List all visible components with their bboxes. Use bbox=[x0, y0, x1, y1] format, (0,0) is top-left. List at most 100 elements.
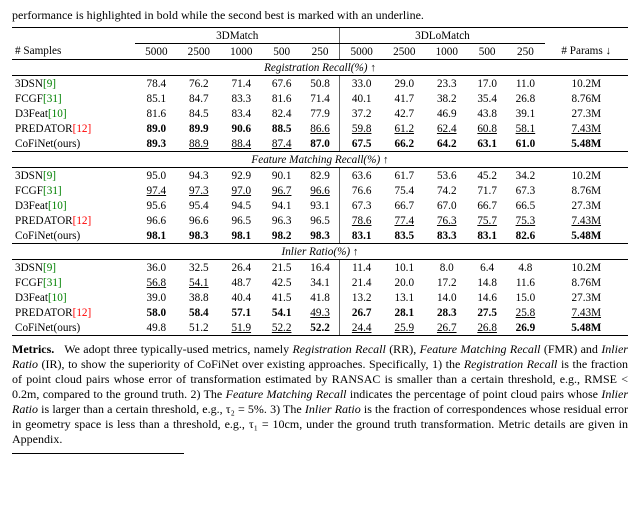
cell-value: 96.5 bbox=[301, 213, 340, 228]
cell-value: 32.5 bbox=[178, 260, 220, 276]
cell-params: 8.76M bbox=[545, 91, 628, 106]
cell-value: 26.7 bbox=[340, 305, 383, 320]
method-name: CoFiNet(ours) bbox=[12, 136, 135, 152]
cell-value: 67.3 bbox=[340, 198, 383, 213]
cell-value: 98.1 bbox=[135, 228, 177, 244]
cell-value: 39.1 bbox=[506, 106, 544, 121]
hdr-col: 250 bbox=[506, 44, 544, 60]
cell-value: 96.6 bbox=[178, 213, 220, 228]
method-name: PREDATOR[12] bbox=[12, 121, 135, 136]
cell-params: 10.2M bbox=[545, 168, 628, 184]
cell-value: 67.5 bbox=[340, 136, 383, 152]
cell-value: 39.0 bbox=[135, 290, 177, 305]
cell-value: 26.7 bbox=[426, 320, 468, 336]
cell-value: 61.7 bbox=[383, 168, 425, 184]
cell-value: 83.4 bbox=[220, 106, 262, 121]
hdr-samples: # Samples bbox=[12, 44, 135, 60]
hdr-col: 1000 bbox=[426, 44, 468, 60]
cell-value: 11.6 bbox=[506, 275, 544, 290]
cell-value: 66.5 bbox=[506, 198, 544, 213]
cell-value: 15.0 bbox=[506, 290, 544, 305]
cell-value: 57.1 bbox=[220, 305, 262, 320]
cell-value: 84.5 bbox=[178, 106, 220, 121]
cell-value: 94.1 bbox=[263, 198, 301, 213]
cell-value: 89.3 bbox=[135, 136, 177, 152]
cell-params: 7.43M bbox=[545, 121, 628, 136]
cell-value: 63.6 bbox=[340, 168, 383, 184]
cell-value: 23.3 bbox=[426, 76, 468, 92]
cell-value: 34.2 bbox=[506, 168, 544, 184]
hdr-col: 5000 bbox=[340, 44, 383, 60]
hdr-params: # Params ↓ bbox=[545, 44, 628, 60]
cell-value: 81.6 bbox=[135, 106, 177, 121]
cell-value: 78.6 bbox=[340, 213, 383, 228]
metrics-paragraph: Metrics. We adopt three typically-used m… bbox=[12, 342, 628, 447]
cell-value: 56.8 bbox=[135, 275, 177, 290]
cell-value: 97.0 bbox=[220, 183, 262, 198]
cell-value: 11.4 bbox=[340, 260, 383, 276]
method-name: CoFiNet(ours) bbox=[12, 228, 135, 244]
cell-value: 88.5 bbox=[263, 121, 301, 136]
cell-value: 14.6 bbox=[468, 290, 506, 305]
cell-value: 36.0 bbox=[135, 260, 177, 276]
method-name: PREDATOR[12] bbox=[12, 213, 135, 228]
method-name: FCGF[31] bbox=[12, 91, 135, 106]
cell-value: 26.4 bbox=[220, 260, 262, 276]
cell-value: 61.0 bbox=[506, 136, 544, 152]
section-title: Registration Recall(%) ↑ bbox=[12, 60, 628, 76]
caption-top: performance is highlighted in bold while… bbox=[12, 8, 628, 23]
cell-value: 94.5 bbox=[220, 198, 262, 213]
cell-value: 95.0 bbox=[135, 168, 177, 184]
cell-value: 21.4 bbox=[340, 275, 383, 290]
cell-value: 63.1 bbox=[468, 136, 506, 152]
cell-value: 38.8 bbox=[178, 290, 220, 305]
cell-value: 89.0 bbox=[135, 121, 177, 136]
cell-value: 71.4 bbox=[301, 91, 340, 106]
cell-value: 76.2 bbox=[178, 76, 220, 92]
method-name: FCGF[31] bbox=[12, 183, 135, 198]
cell-value: 25.8 bbox=[506, 305, 544, 320]
cell-value: 13.2 bbox=[340, 290, 383, 305]
cell-value: 21.5 bbox=[263, 260, 301, 276]
method-name: D3Feat[10] bbox=[12, 290, 135, 305]
cell-value: 97.3 bbox=[178, 183, 220, 198]
cell-value: 66.7 bbox=[383, 198, 425, 213]
cell-value: 14.8 bbox=[468, 275, 506, 290]
hdr-col: 1000 bbox=[220, 44, 262, 60]
cell-value: 88.4 bbox=[220, 136, 262, 152]
section-title: Inlier Ratio(%) ↑ bbox=[12, 244, 628, 260]
cell-value: 84.7 bbox=[178, 91, 220, 106]
cell-value: 40.4 bbox=[220, 290, 262, 305]
footnote-area bbox=[12, 454, 628, 464]
cell-value: 59.8 bbox=[340, 121, 383, 136]
cell-params: 27.3M bbox=[545, 198, 628, 213]
cell-value: 86.6 bbox=[301, 121, 340, 136]
cell-value: 11.0 bbox=[506, 76, 544, 92]
cell-value: 51.9 bbox=[220, 320, 262, 336]
cell-value: 60.8 bbox=[468, 121, 506, 136]
cell-value: 95.6 bbox=[135, 198, 177, 213]
group-3dlomatch: 3DLoMatch bbox=[340, 28, 545, 44]
cell-value: 16.4 bbox=[301, 260, 340, 276]
hdr-col: 5000 bbox=[135, 44, 177, 60]
cell-value: 49.8 bbox=[135, 320, 177, 336]
cell-value: 43.8 bbox=[468, 106, 506, 121]
cell-value: 98.3 bbox=[301, 228, 340, 244]
group-3dmatch: 3DMatch bbox=[135, 28, 340, 44]
cell-value: 46.9 bbox=[426, 106, 468, 121]
cell-value: 67.0 bbox=[426, 198, 468, 213]
cell-value: 96.6 bbox=[135, 213, 177, 228]
cell-value: 96.5 bbox=[220, 213, 262, 228]
cell-value: 92.9 bbox=[220, 168, 262, 184]
section-title: Feature Matching Recall(%) ↑ bbox=[12, 152, 628, 168]
cell-value: 98.3 bbox=[178, 228, 220, 244]
cell-value: 4.8 bbox=[506, 260, 544, 276]
cell-value: 82.9 bbox=[301, 168, 340, 184]
cell-value: 52.2 bbox=[263, 320, 301, 336]
cell-params: 27.3M bbox=[545, 290, 628, 305]
cell-value: 54.1 bbox=[178, 275, 220, 290]
cell-value: 61.2 bbox=[383, 121, 425, 136]
cell-value: 54.1 bbox=[263, 305, 301, 320]
cell-value: 48.7 bbox=[220, 275, 262, 290]
hdr-col: 2500 bbox=[178, 44, 220, 60]
